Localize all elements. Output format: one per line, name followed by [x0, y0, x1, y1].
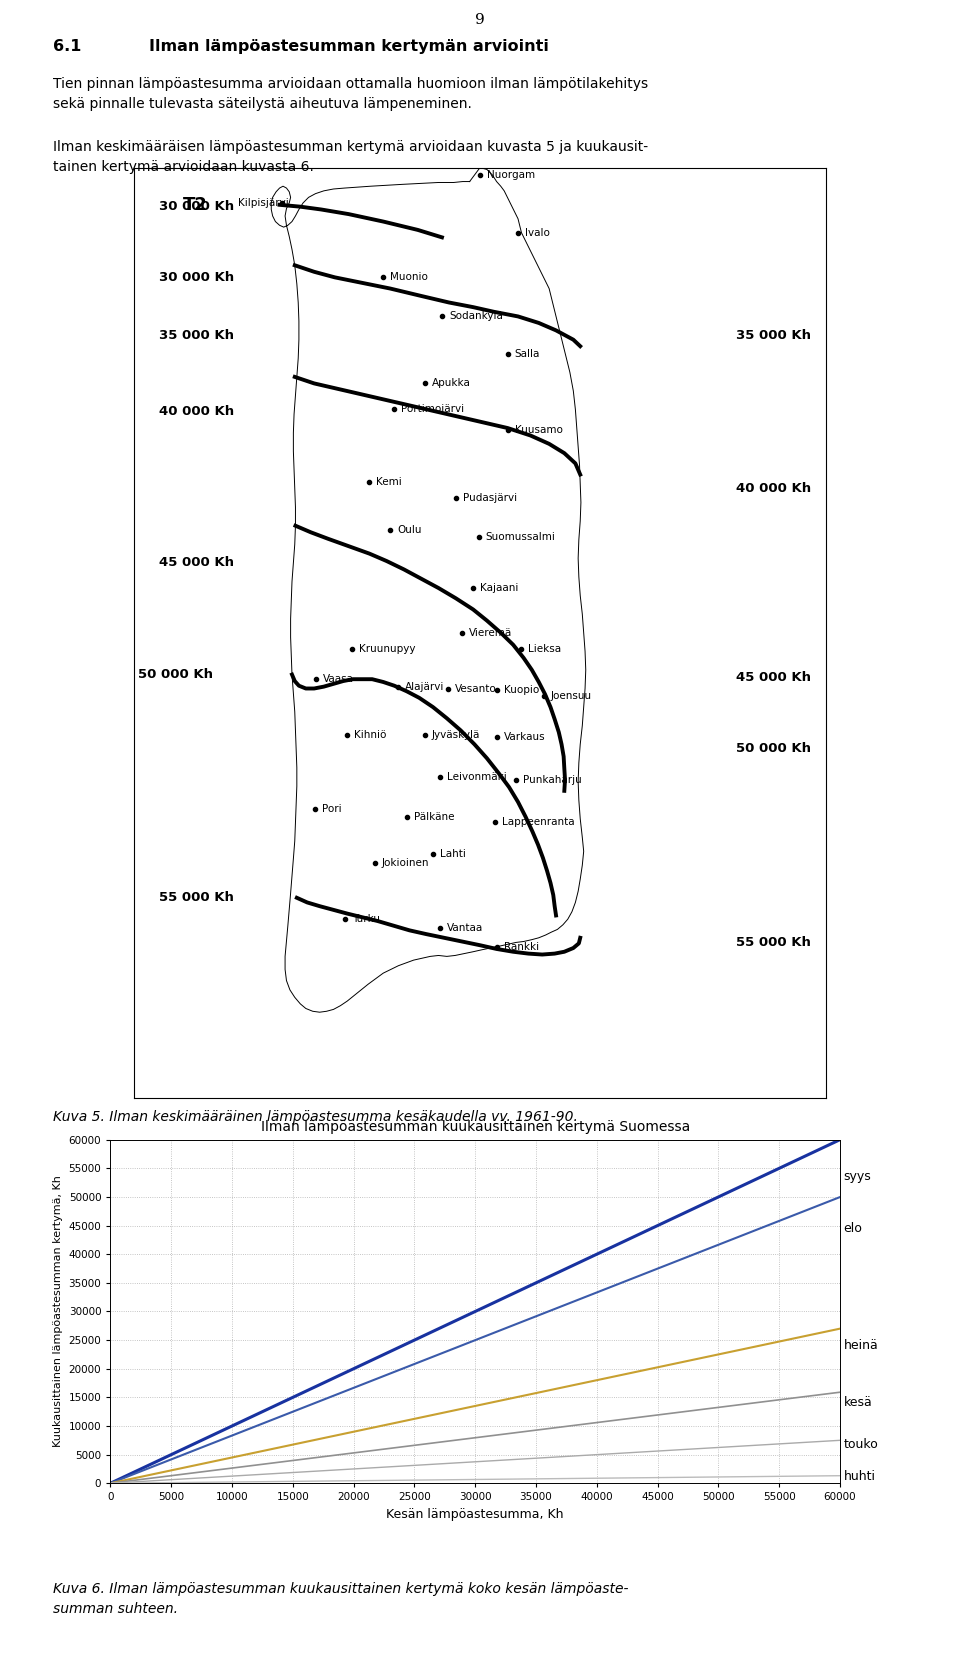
- Text: Portimojärvi: Portimojärvi: [400, 404, 464, 414]
- Text: Lieksa: Lieksa: [528, 645, 562, 654]
- Text: Jyväskylä: Jyväskylä: [432, 731, 480, 741]
- Text: 40 000 Kh: 40 000 Kh: [735, 483, 811, 494]
- Text: 35 000 Kh: 35 000 Kh: [158, 328, 233, 342]
- Text: 45 000 Kh: 45 000 Kh: [158, 556, 233, 570]
- Text: 45 000 Kh: 45 000 Kh: [735, 670, 811, 684]
- Text: Kajaani: Kajaani: [480, 583, 518, 593]
- Text: Varkaus: Varkaus: [503, 732, 545, 742]
- Text: 35 000 Kh: 35 000 Kh: [735, 328, 811, 342]
- Text: Kuva 6. Ilman lämpöastesumman kuukausittainen kertymä koko kesän lämpöaste-
summ: Kuva 6. Ilman lämpöastesumman kuukausitt…: [53, 1582, 628, 1616]
- Text: Kihniö: Kihniö: [354, 731, 387, 741]
- Text: 30 000 Kh: 30 000 Kh: [158, 272, 233, 283]
- Text: Ilman keskimääräisen lämpöastesumman kertymä arvioidaan kuvasta 5 ja kuukausit-
: Ilman keskimääräisen lämpöastesumman ker…: [53, 141, 648, 174]
- Text: 50 000 Kh: 50 000 Kh: [735, 742, 811, 756]
- Text: touko: touko: [844, 1438, 878, 1451]
- Text: huhti: huhti: [844, 1470, 876, 1483]
- Text: 40 000 Kh: 40 000 Kh: [158, 406, 233, 417]
- Text: Pori: Pori: [323, 804, 342, 815]
- Text: Vaasa: Vaasa: [324, 674, 354, 684]
- Text: Punkaharju: Punkaharju: [523, 774, 582, 784]
- Text: 55 000 Kh: 55 000 Kh: [158, 892, 233, 905]
- Text: Apukka: Apukka: [432, 379, 470, 389]
- Text: syys: syys: [844, 1170, 872, 1183]
- Text: Lahti: Lahti: [440, 850, 466, 860]
- Text: Kilpisjärvi: Kilpisjärvi: [238, 198, 289, 208]
- Text: Joensuu: Joensuu: [550, 691, 591, 701]
- Text: Kruunupyy: Kruunupyy: [359, 645, 416, 654]
- Text: Ilman lämpöastesumman kertymän arviointi: Ilman lämpöastesumman kertymän arviointi: [149, 39, 549, 54]
- Text: Leivonmäki: Leivonmäki: [446, 773, 507, 783]
- Text: T2: T2: [182, 196, 207, 213]
- Title: Ilman lämpöastesumman kuukausittainen kertymä Suomessa: Ilman lämpöastesumman kuukausittainen ke…: [260, 1120, 690, 1135]
- Text: elo: elo: [844, 1222, 862, 1235]
- Text: Oulu: Oulu: [397, 525, 421, 535]
- Text: kesä: kesä: [844, 1396, 873, 1408]
- Text: Pälkäne: Pälkäne: [415, 811, 455, 821]
- Text: Sodankylä: Sodankylä: [449, 312, 503, 322]
- Text: Suomussalmi: Suomussalmi: [486, 531, 556, 541]
- Text: Kuusamo: Kuusamo: [515, 426, 563, 434]
- Text: 9: 9: [475, 13, 485, 27]
- Text: Vantaa: Vantaa: [446, 923, 483, 934]
- Text: Kemi: Kemi: [376, 478, 402, 488]
- Text: Jokioinen: Jokioinen: [382, 858, 429, 868]
- Text: 55 000 Kh: 55 000 Kh: [735, 935, 810, 949]
- Text: Lappeenranta: Lappeenranta: [502, 818, 575, 828]
- Text: heinä: heinä: [844, 1339, 878, 1353]
- Text: Rankki: Rankki: [503, 942, 539, 952]
- Text: Nuorgam: Nuorgam: [487, 169, 535, 179]
- Text: 30 000 Kh: 30 000 Kh: [158, 199, 233, 213]
- Text: Salla: Salla: [515, 349, 540, 359]
- Text: Kuva 5. Ilman keskimääräinen lämpöastesumma kesäkaudella vv. 1961-90.: Kuva 5. Ilman keskimääräinen lämpöastesu…: [53, 1110, 578, 1123]
- Text: Tien pinnan lämpöastesumma arvioidaan ottamalla huomioon ilman lämpötilakehitys
: Tien pinnan lämpöastesumma arvioidaan ot…: [53, 77, 648, 111]
- Y-axis label: Kuukausittainen lämpöastesumman kertymä, Kh: Kuukausittainen lämpöastesumman kertymä,…: [53, 1175, 63, 1448]
- Text: Pudasjärvi: Pudasjärvi: [463, 493, 516, 503]
- Text: Kuopio: Kuopio: [503, 685, 539, 696]
- Text: 50 000 Kh: 50 000 Kh: [138, 669, 213, 680]
- Text: Vieremä: Vieremä: [468, 628, 513, 637]
- Text: Vesanto: Vesanto: [455, 684, 497, 694]
- Text: Alajärvi: Alajärvi: [405, 682, 444, 692]
- Text: Muonio: Muonio: [390, 273, 428, 282]
- X-axis label: Kesän lämpöastesumma, Kh: Kesän lämpöastesumma, Kh: [387, 1508, 564, 1520]
- Text: 6.1: 6.1: [53, 39, 82, 54]
- Text: Ivalo: Ivalo: [525, 228, 550, 238]
- Text: Turku: Turku: [352, 913, 380, 923]
